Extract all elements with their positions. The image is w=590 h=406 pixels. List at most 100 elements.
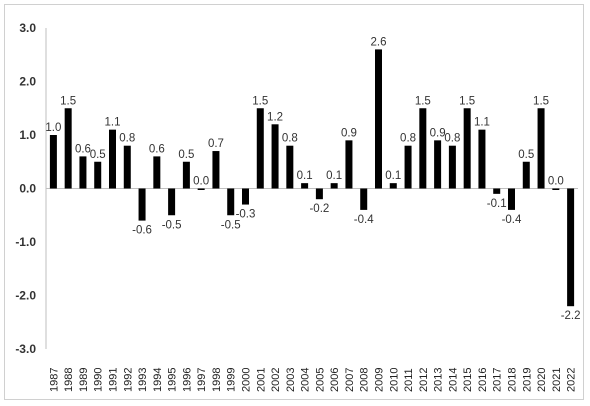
bar-1993 [138,188,146,221]
x-tick-label-1997: 1997 [196,368,208,392]
x-tick-label-1991: 1991 [108,368,120,392]
x-tick-label-2005: 2005 [314,368,326,392]
x-tick-label-2008: 2008 [359,368,371,392]
data-label-2021: 0.0 [548,176,564,188]
x-tick-label-2010: 2010 [388,368,400,392]
x-tick-label-2001: 2001 [255,368,267,392]
chart-axes [45,28,578,349]
chart-y-ticks: 3.0 2.0 1.0 0.0 -1.0 -2.0 -3.0 [15,21,36,356]
bar-1996 [182,161,190,189]
x-tick-label-2019: 2019 [521,368,533,392]
x-tick-label-1999: 1999 [226,368,238,392]
data-label-1989: 0.6 [75,143,91,155]
x-tick-label-2011: 2011 [403,368,415,392]
x-tick-label-2009: 2009 [374,368,386,392]
data-label-2004: 0.1 [297,170,313,182]
data-label-2001: 1.5 [252,95,268,107]
x-tick-label-1998: 1998 [211,368,223,392]
data-label-2010: 0.1 [385,170,401,182]
bar-1994 [153,156,161,189]
y-tick-label: 2.0 [19,75,36,89]
bar-2005 [315,188,323,200]
bar-2011 [404,145,412,189]
data-label-2003: 0.8 [282,133,298,145]
y-tick-label: -1.0 [15,235,36,249]
x-tick-label-2012: 2012 [418,368,430,392]
bar-2006 [330,183,338,189]
x-tick-label-2022: 2022 [566,368,578,392]
bar-2012 [419,108,427,189]
data-label-2011: 0.8 [400,133,416,145]
bar-1987 [49,135,57,189]
bar-1991 [109,129,116,189]
data-label-1993: -0.6 [132,225,152,237]
bar-2017 [493,188,501,194]
bar-1999 [227,188,235,216]
bar-2002 [271,124,279,189]
data-label-2000: -0.3 [236,209,256,221]
bar-2000 [242,188,249,205]
bar-2019 [522,161,530,189]
x-tick-label-1996: 1996 [181,368,193,392]
bar-1990 [94,161,102,189]
y-tick-label: 3.0 [19,21,36,35]
chart-frame [4,4,584,400]
x-tick-label-2007: 2007 [344,368,356,392]
chart-x-ticks: 1987 1988 1989 1990 1991 1992 1993 1994 1995 1996… [48,368,577,392]
x-tick-label-2013: 2013 [433,368,445,392]
data-label-2018: -0.4 [502,214,522,226]
data-label-2015: 1.5 [459,95,475,107]
x-tick-label-1987: 1987 [48,368,60,392]
data-label-2006: 0.1 [326,170,342,182]
data-label-2019: 0.5 [518,149,534,161]
data-label-2022: -2.2 [561,310,581,322]
data-label-1996: 0.5 [178,149,194,161]
x-tick-label-1993: 1993 [137,368,149,392]
data-label-1995: -0.5 [162,219,182,231]
data-label-2017: -0.1 [487,198,507,210]
data-label-1988: 1.5 [60,95,76,107]
data-label-2005: -0.2 [309,203,329,215]
x-tick-label-1990: 1990 [93,368,105,392]
bar-2003 [286,145,294,189]
data-label-2020: 1.5 [533,95,549,107]
bar-1992 [123,145,131,189]
x-tick-label-2004: 2004 [300,368,312,392]
bar-2004 [301,183,309,189]
data-label-2007: 0.9 [341,127,357,139]
bar-2018 [508,188,515,210]
data-label-2013: 0.9 [430,127,446,139]
bar-2021 [552,188,560,190]
data-label-2008: -0.4 [354,214,374,226]
x-tick-label-2016: 2016 [477,368,489,392]
x-tick-label-2020: 2020 [536,368,548,392]
bar-1989 [79,156,87,189]
x-tick-label-2018: 2018 [507,368,519,392]
x-tick-label-1992: 1992 [122,368,134,392]
bar-1988 [64,108,72,189]
bar-2010 [389,183,397,189]
bar-1997 [197,188,205,190]
x-tick-label-1995: 1995 [167,368,179,392]
bar-2013 [434,140,442,189]
x-tick-label-2014: 2014 [447,368,459,392]
x-tick-label-2006: 2006 [329,368,341,392]
x-tick-label-2003: 2003 [285,368,297,392]
data-label-1992: 0.8 [119,133,135,145]
data-label-2002: 1.2 [267,111,283,123]
x-tick-label-2021: 2021 [551,368,563,392]
y-tick-label: 0.0 [19,182,36,196]
bar-1995 [168,188,176,216]
x-tick-label-2017: 2017 [492,368,504,392]
bar-2016 [478,129,486,189]
bar-2014 [448,145,456,189]
chart-data-labels: 1.01.50.60.51.10.8-0.60.6-0.50.50.00.7-0… [45,36,580,322]
x-tick-label-2002: 2002 [270,368,282,392]
bar-2009 [375,49,382,189]
y-tick-label: -3.0 [15,342,36,356]
x-tick-label-1989: 1989 [78,368,90,392]
chart-bars [49,49,575,307]
x-tick-label-2000: 2000 [241,368,253,392]
x-tick-label-2015: 2015 [462,368,474,392]
